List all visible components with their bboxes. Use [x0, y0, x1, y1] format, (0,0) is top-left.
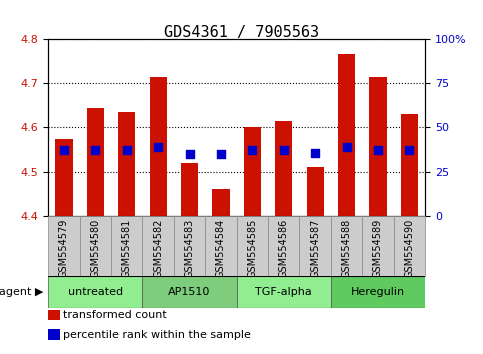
Bar: [244, 127, 261, 216]
Bar: [150, 76, 167, 216]
Point: [280, 147, 288, 153]
FancyBboxPatch shape: [142, 216, 174, 276]
Bar: [48, 329, 59, 340]
Bar: [213, 189, 229, 216]
Text: GSM554588: GSM554588: [341, 219, 352, 278]
FancyBboxPatch shape: [331, 276, 425, 308]
Point: [312, 150, 319, 156]
Bar: [48, 310, 59, 320]
Text: GSM554586: GSM554586: [279, 219, 289, 278]
Text: AP1510: AP1510: [169, 287, 211, 297]
Bar: [118, 112, 135, 216]
Text: untreated: untreated: [68, 287, 123, 297]
Text: GSM554587: GSM554587: [310, 219, 320, 278]
FancyBboxPatch shape: [48, 276, 142, 308]
FancyBboxPatch shape: [142, 276, 237, 308]
Text: TGF-alpha: TGF-alpha: [256, 287, 312, 297]
Bar: [369, 76, 386, 216]
Point: [406, 147, 413, 153]
FancyBboxPatch shape: [299, 216, 331, 276]
Point: [155, 144, 162, 150]
FancyBboxPatch shape: [48, 216, 80, 276]
Point: [123, 147, 130, 153]
Point: [374, 147, 382, 153]
Text: GSM554584: GSM554584: [216, 219, 226, 278]
FancyBboxPatch shape: [237, 216, 268, 276]
Bar: [275, 121, 292, 216]
FancyBboxPatch shape: [205, 216, 237, 276]
Text: transformed count: transformed count: [63, 310, 167, 320]
Text: GSM554581: GSM554581: [122, 219, 132, 278]
Bar: [338, 55, 355, 216]
FancyBboxPatch shape: [174, 216, 205, 276]
Point: [343, 144, 351, 150]
Bar: [401, 114, 418, 216]
FancyBboxPatch shape: [237, 276, 331, 308]
Text: GSM554590: GSM554590: [404, 219, 414, 278]
FancyBboxPatch shape: [331, 216, 362, 276]
FancyBboxPatch shape: [111, 216, 142, 276]
Text: GSM554582: GSM554582: [153, 219, 163, 278]
Point: [92, 147, 99, 153]
Text: GDS4361 / 7905563: GDS4361 / 7905563: [164, 25, 319, 40]
FancyBboxPatch shape: [268, 216, 299, 276]
FancyBboxPatch shape: [394, 216, 425, 276]
FancyBboxPatch shape: [80, 216, 111, 276]
Point: [249, 147, 256, 153]
Bar: [56, 138, 72, 216]
Text: GSM554589: GSM554589: [373, 219, 383, 278]
Text: Heregulin: Heregulin: [351, 287, 405, 297]
Text: GSM554585: GSM554585: [247, 219, 257, 278]
Point: [217, 151, 225, 157]
Text: percentile rank within the sample: percentile rank within the sample: [63, 330, 251, 339]
Point: [60, 147, 68, 153]
Text: GSM554579: GSM554579: [59, 219, 69, 278]
Bar: [87, 108, 104, 216]
Bar: [181, 163, 198, 216]
FancyBboxPatch shape: [362, 216, 394, 276]
Text: GSM554583: GSM554583: [185, 219, 195, 278]
Bar: [307, 167, 324, 216]
Text: agent ▶: agent ▶: [0, 287, 43, 297]
Point: [186, 151, 194, 157]
Text: GSM554580: GSM554580: [90, 219, 100, 278]
